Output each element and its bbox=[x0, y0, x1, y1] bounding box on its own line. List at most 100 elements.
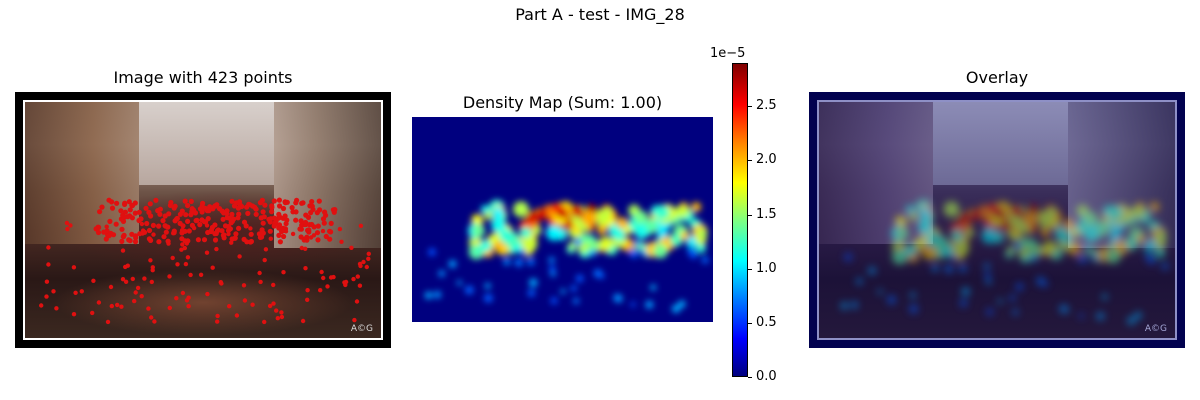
annotation-point bbox=[146, 236, 152, 242]
annotation-point bbox=[51, 289, 56, 294]
annotation-point bbox=[225, 228, 232, 234]
annotation-point bbox=[79, 289, 84, 294]
annotation-point bbox=[332, 207, 338, 213]
annotation-point bbox=[276, 225, 282, 231]
annotation-point bbox=[268, 216, 274, 222]
annotation-point bbox=[271, 223, 277, 229]
annotation-point bbox=[358, 263, 363, 269]
annotation-point bbox=[300, 318, 306, 324]
density-blob bbox=[959, 299, 968, 307]
density-panel-title: Density Map (Sum: 1.00) bbox=[462, 93, 663, 112]
density-blob bbox=[1076, 204, 1089, 217]
annotation-point bbox=[183, 212, 189, 218]
annotation-point bbox=[148, 258, 153, 263]
density-blob bbox=[655, 205, 670, 220]
annotation-point bbox=[268, 236, 273, 241]
density-blob bbox=[950, 254, 957, 261]
photo-watermark: A©G bbox=[350, 324, 373, 334]
annotation-point bbox=[250, 302, 255, 307]
density-blob bbox=[640, 250, 646, 256]
density-blob bbox=[1096, 312, 1105, 321]
density-blob bbox=[493, 207, 505, 219]
annotation-point bbox=[44, 294, 49, 299]
density-blob bbox=[701, 256, 709, 264]
density-blob bbox=[983, 263, 991, 270]
density-blob bbox=[529, 278, 538, 287]
annotation-point bbox=[269, 209, 275, 215]
density-blob bbox=[560, 288, 566, 294]
sky-region bbox=[138, 102, 275, 185]
annotation-point bbox=[120, 277, 126, 282]
annotation-point bbox=[354, 299, 360, 304]
density-blob bbox=[931, 264, 939, 272]
annotation-point bbox=[279, 314, 285, 320]
annotation-point bbox=[273, 218, 279, 224]
density-blob bbox=[1062, 235, 1072, 245]
density-blob bbox=[691, 202, 702, 212]
annotation-point bbox=[220, 216, 226, 222]
density-heatmap-canvas bbox=[424, 199, 709, 313]
density-blob bbox=[909, 212, 918, 222]
density-hotspot bbox=[993, 207, 1005, 220]
annotation-point bbox=[186, 295, 191, 300]
density-blob bbox=[424, 291, 433, 300]
annotation-point bbox=[289, 205, 295, 211]
annotation-point bbox=[315, 237, 321, 243]
crowd-photo-with-points: A©G bbox=[23, 100, 383, 340]
annotation-point bbox=[271, 301, 276, 306]
annotation-point bbox=[364, 264, 369, 270]
annotation-point bbox=[263, 247, 269, 252]
annotation-point bbox=[235, 215, 241, 221]
annotation-point bbox=[179, 236, 185, 242]
annotation-point bbox=[71, 265, 77, 270]
annotation-point bbox=[232, 235, 238, 241]
annotation-point bbox=[198, 272, 204, 277]
density-blob bbox=[985, 278, 992, 285]
annotation-point bbox=[46, 245, 51, 250]
annotation-point bbox=[188, 198, 194, 204]
annotation-point bbox=[316, 198, 322, 204]
density-blob bbox=[550, 297, 558, 305]
annotation-point bbox=[320, 216, 327, 222]
annotation-point bbox=[257, 270, 262, 276]
annotation-point bbox=[234, 313, 240, 318]
annotation-point bbox=[167, 305, 172, 311]
density-blob bbox=[1070, 228, 1079, 238]
density-blob bbox=[997, 298, 1003, 304]
density-blob bbox=[844, 253, 853, 262]
density-blob bbox=[622, 225, 632, 235]
annotation-point bbox=[297, 226, 303, 232]
annotation-point bbox=[271, 282, 276, 288]
annotation-point bbox=[185, 202, 191, 209]
annotation-point bbox=[305, 214, 312, 220]
right-buildings bbox=[274, 102, 381, 249]
colorbar-tick-label: 2.5 bbox=[756, 98, 777, 113]
annotation-point bbox=[125, 263, 130, 268]
density-blob bbox=[1083, 244, 1091, 252]
annotation-point bbox=[298, 218, 304, 224]
density-hotspot bbox=[556, 207, 568, 219]
annotation-point bbox=[185, 218, 191, 224]
annotation-point bbox=[303, 246, 308, 251]
annotation-point bbox=[143, 205, 149, 211]
density-blob bbox=[1127, 316, 1136, 325]
annotation-point bbox=[355, 274, 360, 279]
density-blob bbox=[1078, 254, 1087, 264]
annotation-point bbox=[97, 209, 103, 215]
density-blob bbox=[471, 214, 484, 227]
annotation-point bbox=[290, 231, 296, 237]
annotation-point bbox=[321, 275, 326, 281]
annotation-point bbox=[311, 224, 317, 230]
annotation-point bbox=[168, 199, 174, 206]
density-blob bbox=[677, 300, 686, 308]
annotation-point bbox=[120, 248, 126, 253]
annotation-point bbox=[177, 220, 183, 226]
density-blob bbox=[597, 225, 607, 235]
annotation-point bbox=[136, 209, 142, 215]
density-blob bbox=[1137, 234, 1146, 244]
annotation-point bbox=[215, 319, 220, 324]
annotation-point bbox=[119, 226, 125, 232]
annotation-point bbox=[241, 236, 247, 242]
annotation-point bbox=[279, 310, 284, 315]
annotation-point bbox=[352, 317, 357, 323]
